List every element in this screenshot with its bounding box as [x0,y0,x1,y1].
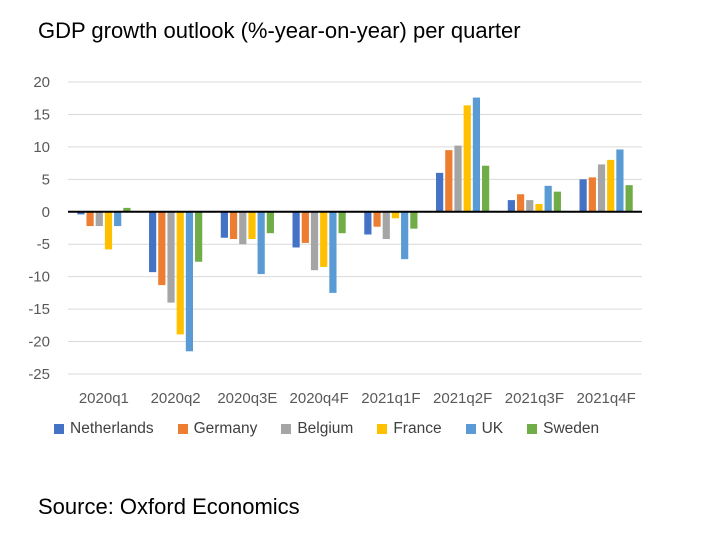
legend-label: Netherlands [70,420,154,437]
bar-sweden-2021q1f [410,211,418,229]
y-tick-label: 15 [33,106,50,123]
y-tick-label: -20 [28,334,50,351]
legend-swatch [527,424,538,434]
legend-label: France [393,420,442,437]
bar-france-2020q1 [104,211,113,250]
bar-germany-2021q2f [445,150,453,212]
bar-uk-2020q2 [185,211,194,352]
bar-uk-2020q4f [329,211,337,293]
legend-item-germany: Germany [177,420,258,438]
x-tick-label: 2021q1F [361,390,420,407]
legend-item-belgium: Belgium [281,420,353,438]
y-tick-label: -5 [37,236,50,253]
y-tick-label: -10 [28,269,50,286]
legend-label: UK [481,420,504,437]
bar-belgium-2021q4f [597,164,606,212]
bar-belgium-2020q3e [239,211,247,245]
bar-uk-2021q1f [401,211,409,260]
legend-label: Sweden [543,420,600,437]
bar-belgium-2020q2 [167,211,175,303]
y-tick-label: -25 [28,366,50,383]
bars [77,97,633,352]
bar-france-2021q2f [463,105,471,212]
legend-swatch [465,424,476,434]
bar-sweden-2020q1 [123,207,131,212]
x-tick-label: 2021q3F [505,390,564,407]
bar-france-2020q4f [320,211,328,267]
bar-belgium-2021q1f [382,211,390,240]
legend-label: Belgium [297,420,354,437]
legend-swatch [377,424,388,434]
y-tick-label: 0 [42,204,50,221]
legend-item-uk: UK [465,420,504,438]
x-axis-ticks: 2020q1 2020q2 2020q3E 2020q4F 2021q1F 2021q2F… [79,390,636,407]
legend-item-sweden: Sweden [527,420,599,438]
bar-sweden-2021q2f [482,165,490,212]
bar-uk-2021q3f [544,185,552,212]
legend-swatch [281,424,292,434]
bar-belgium-2020q1 [95,211,103,227]
bar-netherlands-2021q4f [579,179,587,212]
y-tick-label: 10 [33,139,50,156]
y-tick-label: 20 [33,74,50,91]
x-tick-label: 2020q4F [290,390,349,407]
bar-sweden-2021q4f [625,185,633,212]
bar-netherlands-2020q2 [149,211,157,273]
legend-swatch [54,424,64,434]
bar-netherlands-2021q2f [436,172,444,212]
bar-uk-2021q2f [472,97,481,212]
bar-france-2020q2 [176,211,184,335]
y-tick-label: 5 [42,171,50,188]
bar-uk-2020q3e [257,211,265,275]
legend-item-france: France [377,420,442,438]
bar-france-2021q1f [391,211,400,219]
x-tick-label: 2020q1 [79,390,129,407]
bar-germany-2021q4f [588,177,596,212]
x-tick-label: 2020q3E [217,390,277,407]
bar-germany-2020q4f [301,211,309,243]
bar-france-2020q3e [248,211,256,240]
x-tick-label: 2020q2 [151,390,201,407]
legend-item-netherlands: Netherlands [54,420,154,438]
bar-netherlands-2021q3f [507,200,515,212]
bar-uk-2021q4f [616,149,624,212]
bar-germany-2021q1f [373,211,381,227]
bar-sweden-2020q4f [338,211,346,234]
gridlines [68,81,642,375]
bar-belgium-2021q2f [454,145,462,212]
x-tick-label: 2021q2F [433,390,492,407]
bar-sweden-2021q3f [553,191,561,212]
x-tick-label: 2021q4F [577,390,636,407]
bar-belgium-2020q4f [310,211,319,271]
legend-label: Germany [193,420,258,437]
bar-netherlands-2021q1f [364,211,372,235]
y-axis-ticks: 20 15 10 5 0 -5 -10 -15 -20 -25 [28,74,50,383]
bar-germany-2020q3e [229,211,238,240]
bar-netherlands-2020q1 [77,211,85,215]
legend: Netherlands Germany Belgium France UK Sweden [54,420,599,438]
legend-swatch [177,424,188,434]
bar-germany-2020q1 [86,211,94,227]
bar-sweden-2020q3e [266,211,274,234]
bar-netherlands-2020q3e [220,211,228,238]
y-tick-label: -15 [28,301,50,318]
bar-france-2021q3f [535,203,543,212]
bar-belgium-2021q3f [526,200,534,212]
bar-france-2021q4f [607,159,615,212]
bar-sweden-2020q2 [195,211,203,262]
bar-uk-2020q1 [114,211,122,227]
bar-germany-2020q2 [158,211,166,286]
chart-title: GDP growth outlook (%-year-on-year) per … [38,18,521,43]
source-note: Source: Oxford Economics [38,494,300,519]
bar-netherlands-2020q4f [292,211,300,248]
bar-germany-2021q3f [516,194,525,212]
